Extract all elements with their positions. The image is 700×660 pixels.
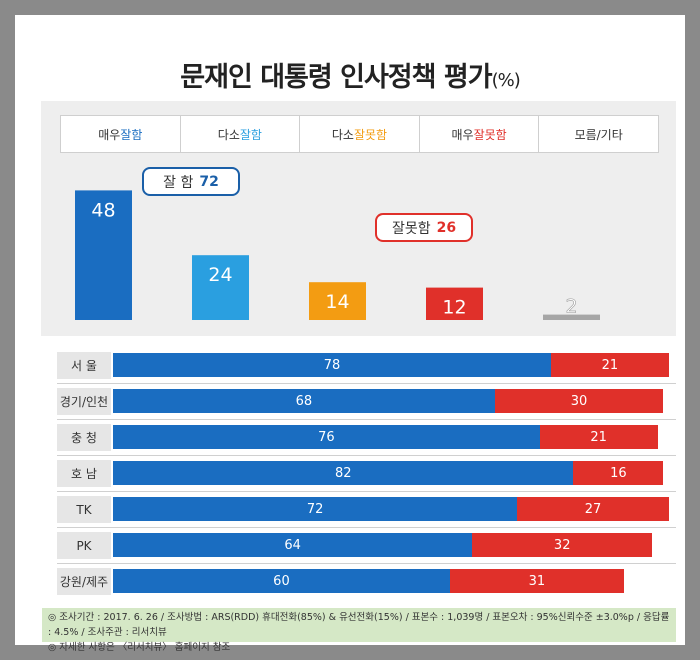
- region-row: TK 72 27: [57, 492, 676, 528]
- group-bad-value: 26: [436, 219, 457, 236]
- region-label: 충 청: [57, 424, 111, 451]
- region-bar-bad: 27: [517, 497, 669, 521]
- header-prefix: 다소: [331, 127, 354, 142]
- region-bar-good: 78: [113, 353, 551, 377]
- header-cell-somewhat-good: 다소 잘함: [181, 116, 301, 152]
- region-row: 강원/제주 60 31: [57, 564, 676, 599]
- region-bar-good: 76: [113, 425, 540, 449]
- overall-bar-chart: 48 24 14 12 2: [75, 190, 600, 320]
- region-bar-good: 60: [113, 569, 450, 593]
- group-good-value: 72: [199, 173, 219, 190]
- region-row: PK 64 32: [57, 528, 676, 564]
- overall-bar-label-0: 48: [91, 199, 115, 221]
- region-label: TK: [57, 496, 111, 523]
- overall-bar-3: [426, 287, 483, 320]
- group-bad-label: 잘못함: [391, 220, 431, 237]
- header-word: 잘못함: [473, 127, 507, 142]
- header-word: 잘함: [239, 127, 262, 142]
- regional-stacked-bar-chart: 서 울 78 21 경기/인천 68 30 충 청 76 21 호 남 82 16 TK 72 27 PK 64…: [57, 348, 676, 599]
- region-label: PK: [57, 532, 111, 559]
- region-label: 호 남: [57, 460, 111, 487]
- footnote-line-1: ◎ 조사기간 : 2017. 6. 26 / 조사방법 : ARS(RDD) 휴…: [48, 612, 670, 638]
- region-bar-good: 72: [113, 497, 518, 521]
- overall-bar-label-3: 12: [442, 297, 466, 319]
- overall-bar-1: [192, 255, 249, 320]
- region-row: 경기/인천 68 30: [57, 384, 676, 420]
- region-row: 충 청 76 21: [57, 420, 676, 456]
- infographic-card: 문재인 대통령 인사정책 평가(%) 매우 잘함 다소 잘함 다소 잘못함 매우…: [15, 15, 685, 653]
- title-unit: (%): [491, 70, 521, 91]
- footnote-line-2: ◎ 자세한 사항은 〈리서치뷰〉 홈페이지 참조: [48, 642, 231, 653]
- region-bar-good: 64: [113, 533, 473, 557]
- overall-bar-2: [309, 282, 366, 320]
- group-total-bad-badge: 잘못함 26: [375, 213, 473, 242]
- header-prefix: 매우: [98, 127, 121, 142]
- chart-title: 문재인 대통령 인사정책 평가(%): [15, 55, 685, 94]
- header-cell-dont-know: 모름/기타: [539, 116, 658, 152]
- region-bar-bad: 31: [449, 569, 624, 593]
- header-cell-somewhat-bad: 다소 잘못함: [300, 116, 420, 152]
- overall-bar-4: [543, 314, 600, 320]
- region-bar-bad: 30: [494, 389, 664, 413]
- category-header-row: 매우 잘함 다소 잘함 다소 잘못함 매우 잘못함 모름/기타: [60, 115, 659, 153]
- title-text: 문재인 대통령 인사정책 평가: [180, 62, 492, 93]
- header-prefix: 매우: [451, 127, 474, 142]
- region-label: 서 울: [57, 352, 111, 379]
- region-label: 경기/인천: [57, 388, 111, 415]
- header-cell-very-good: 매우 잘함: [61, 116, 181, 152]
- header-cell-very-bad: 매우 잘못함: [420, 116, 540, 152]
- group-total-good-badge: 잘 함 72: [142, 167, 240, 196]
- region-bar-good: 82: [113, 461, 574, 485]
- overall-bar-label-2: 14: [325, 291, 349, 313]
- overall-bar-label-1: 24: [208, 264, 232, 286]
- group-good-label: 잘 함: [163, 174, 194, 191]
- header-word: 모름/기타: [574, 127, 623, 142]
- region-bar-bad: 16: [573, 461, 664, 485]
- region-bar-good: 68: [113, 389, 495, 413]
- region-row: 호 남 82 16: [57, 456, 676, 492]
- header-word: 잘못함: [353, 127, 388, 142]
- header-word: 잘함: [120, 127, 143, 142]
- header-prefix: 다소: [217, 127, 240, 142]
- region-bar-bad: 21: [550, 353, 669, 377]
- region-label: 강원/제주: [57, 568, 111, 595]
- overall-bar-0: [75, 190, 132, 320]
- overall-bar-label-4: 2: [565, 296, 577, 318]
- survey-footnote: ◎ 조사기간 : 2017. 6. 26 / 조사방법 : ARS(RDD) 휴…: [42, 608, 676, 653]
- region-row: 서 울 78 21: [57, 348, 676, 384]
- region-bar-bad: 32: [472, 533, 653, 557]
- region-bar-bad: 21: [539, 425, 658, 449]
